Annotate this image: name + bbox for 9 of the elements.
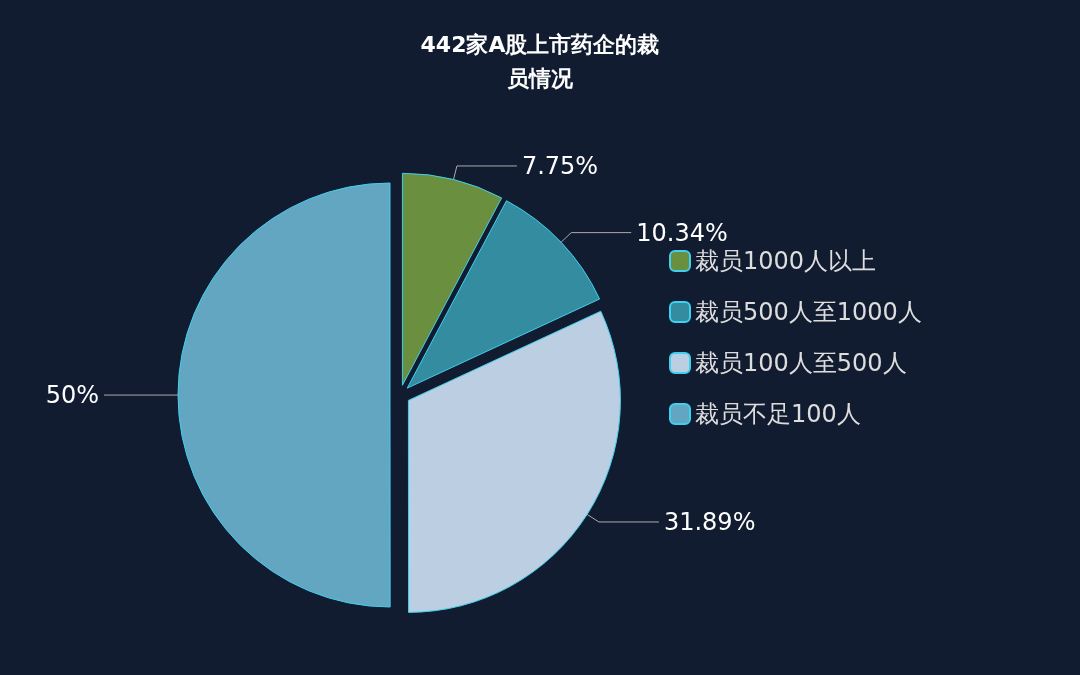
chart-title: 442家A股上市药企的裁员情况 [420, 31, 660, 91]
data-label: 31.89% [663, 507, 756, 536]
legend-label: 裁员不足100人 [695, 400, 861, 428]
data-label: 10.34% [636, 218, 728, 247]
data-label: 7.75% [521, 151, 599, 180]
data-label: 50% [45, 381, 99, 410]
legend-label: 裁员500人至1000人 [695, 298, 922, 326]
legend-label: 裁员100人至500人 [695, 349, 907, 377]
legend-label: 裁员1000人以上 [695, 247, 877, 275]
